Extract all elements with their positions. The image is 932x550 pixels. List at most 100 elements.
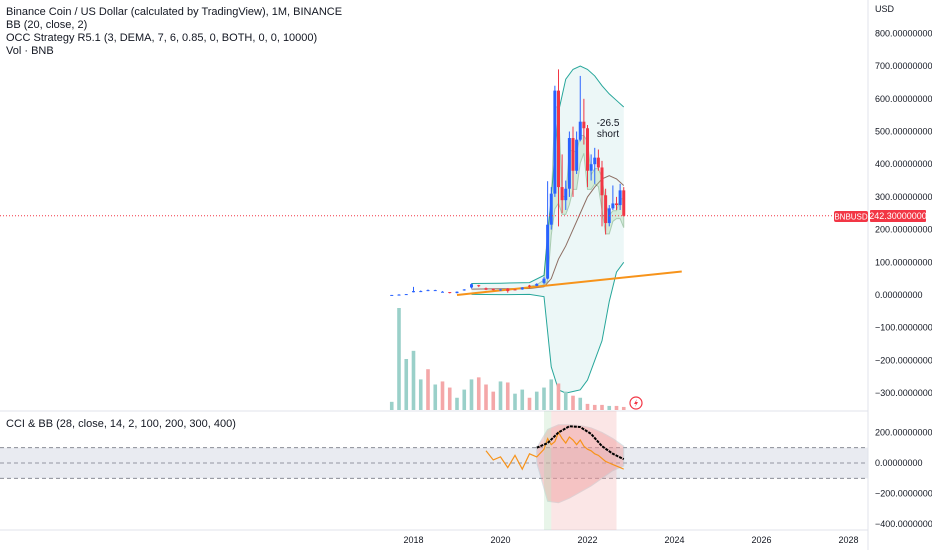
candle-body[interactable] xyxy=(426,290,430,292)
candle-body[interactable] xyxy=(397,294,401,296)
candle-body[interactable] xyxy=(433,290,437,292)
candle-body[interactable] xyxy=(564,188,568,201)
cci-basis-line xyxy=(536,425,625,461)
candle-body[interactable] xyxy=(549,193,553,225)
candle-body[interactable] xyxy=(582,121,586,129)
volume-bar xyxy=(462,389,467,410)
price-tick-label: −200.00000000 xyxy=(875,355,932,365)
legend-occ-strategy[interactable]: OCC Strategy R5.1 (3, DEMA, 7, 6, 0.85, … xyxy=(6,32,318,44)
candle-body[interactable] xyxy=(390,294,394,296)
candle-body[interactable] xyxy=(419,291,423,293)
volume-bar xyxy=(549,379,554,410)
volume-bar xyxy=(513,393,517,410)
candle-body[interactable] xyxy=(593,157,597,165)
volume-layer xyxy=(389,308,626,410)
volume-bar xyxy=(397,308,401,410)
volume-bar xyxy=(404,359,409,410)
candle-body[interactable] xyxy=(571,138,575,171)
time-axis[interactable]: 2018 2020 2022 2024 2026 2028 xyxy=(403,535,858,545)
candle-body[interactable] xyxy=(448,292,452,294)
candle-body[interactable] xyxy=(575,139,579,171)
volume-bar xyxy=(498,381,503,410)
trend-line[interactable] xyxy=(456,270,682,296)
candle-body[interactable] xyxy=(560,187,564,201)
candle-body[interactable] xyxy=(567,138,571,189)
volume-bar xyxy=(505,382,510,410)
price-axis[interactable]: 800.00000000 700.00000000 600.00000000 500.… xyxy=(875,28,932,398)
cci-bb-fill xyxy=(536,424,625,504)
trend-line-layer[interactable] xyxy=(456,270,682,296)
candle-body[interactable] xyxy=(600,167,604,196)
candle-body[interactable] xyxy=(618,190,622,206)
candle-body[interactable] xyxy=(499,289,502,291)
lightning-icon[interactable] xyxy=(629,396,643,410)
legend-bollinger-bands[interactable]: BB (20, close, 2) xyxy=(6,19,88,31)
candle-body[interactable] xyxy=(542,278,546,283)
candle-body[interactable] xyxy=(528,285,531,287)
annotation-label: short xyxy=(597,129,619,140)
volume-bar xyxy=(592,404,597,410)
cci-pane-layer xyxy=(0,411,868,530)
candle-body[interactable] xyxy=(484,288,488,290)
time-tick-label: 2028 xyxy=(838,535,858,545)
candle-body[interactable] xyxy=(455,291,459,294)
candle-body[interactable] xyxy=(557,90,560,188)
candle-body[interactable] xyxy=(604,195,608,224)
volume-bar xyxy=(534,391,539,410)
volume-bar xyxy=(578,397,583,410)
candle-body[interactable] xyxy=(441,291,444,293)
volume-bar xyxy=(440,381,445,410)
price-tick-label: 400.00000000 xyxy=(875,159,932,169)
volume-bar xyxy=(418,379,423,410)
candle-body[interactable] xyxy=(520,287,524,290)
volume-bar xyxy=(426,369,430,410)
price-axis-currency: USD xyxy=(875,4,895,14)
legend-volume[interactable]: Vol · BNB xyxy=(6,45,54,57)
candle-body[interactable] xyxy=(404,294,408,296)
candle-body[interactable] xyxy=(462,289,466,291)
candle-body[interactable] xyxy=(596,157,600,168)
legend-cci-bb[interactable]: CCI & BB (28, close, 14, 2, 100, 200, 30… xyxy=(6,418,236,430)
price-tick-label: 500.00000000 xyxy=(875,127,932,137)
volume-bar xyxy=(491,391,496,410)
candle-body[interactable] xyxy=(589,164,593,171)
occ-zone-green xyxy=(544,411,552,530)
cci-tick-label: 200.00000000 xyxy=(875,427,932,437)
cci-axis[interactable]: 200.00000000 0.00000000 −200.00000000 −400.… xyxy=(875,427,932,529)
candle-body[interactable] xyxy=(622,190,626,216)
candle-body[interactable] xyxy=(470,284,473,288)
candle-body[interactable] xyxy=(578,121,582,140)
volume-bar xyxy=(433,384,438,410)
candle-body[interactable] xyxy=(491,288,495,291)
candle-body[interactable] xyxy=(477,285,481,287)
cci-line xyxy=(485,431,624,471)
price-tick-label: 300.00000000 xyxy=(875,192,932,202)
candle-body[interactable] xyxy=(546,224,550,279)
candle-body[interactable] xyxy=(412,291,415,293)
price-tick-label: 600.00000000 xyxy=(875,94,932,104)
candle-body[interactable] xyxy=(611,203,615,209)
time-tick-label: 2022 xyxy=(577,535,597,545)
volume-bar xyxy=(469,379,474,410)
candles-layer[interactable] xyxy=(390,69,626,296)
volume-bar xyxy=(411,350,416,410)
candle-body[interactable] xyxy=(513,289,517,291)
symbol-badge xyxy=(834,211,868,222)
chart-legend-title[interactable]: Binance Coin / US Dollar (calculated by … xyxy=(6,6,343,18)
candle-body[interactable] xyxy=(535,283,539,286)
candle-body[interactable] xyxy=(553,90,557,194)
candle-body[interactable] xyxy=(506,288,510,292)
annotation-value: -26.5 xyxy=(597,118,620,129)
price-tick-label: 100.00000000 xyxy=(875,257,932,267)
price-tick-label: 0.00000000 xyxy=(875,290,923,300)
time-tick-label: 2026 xyxy=(751,535,771,545)
cci-tick-label: −400.00000000 xyxy=(875,519,932,529)
volume-bar xyxy=(476,377,481,410)
candle-body[interactable] xyxy=(586,128,589,171)
candle-body[interactable] xyxy=(615,203,618,206)
volume-bar xyxy=(389,401,394,410)
volume-bar xyxy=(614,405,619,410)
time-tick-label: 2018 xyxy=(403,535,423,545)
bb-fill xyxy=(471,66,624,394)
